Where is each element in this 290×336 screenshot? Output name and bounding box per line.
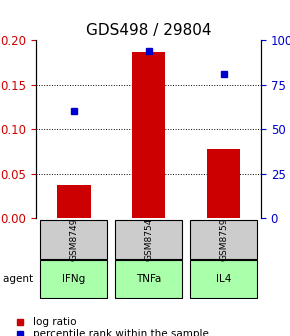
Text: log ratio: log ratio	[33, 317, 76, 327]
Text: TNFa: TNFa	[136, 274, 161, 284]
Text: IFNg: IFNg	[62, 274, 85, 284]
Text: GSM8749: GSM8749	[69, 218, 78, 261]
FancyBboxPatch shape	[40, 220, 107, 259]
Title: GDS498 / 29804: GDS498 / 29804	[86, 23, 211, 38]
Bar	[207, 149, 240, 218]
FancyBboxPatch shape	[40, 260, 107, 298]
FancyBboxPatch shape	[190, 260, 257, 298]
Text: GSM8754: GSM8754	[144, 218, 153, 261]
Text: percentile rank within the sample: percentile rank within the sample	[33, 329, 209, 336]
Bar	[57, 185, 90, 218]
FancyBboxPatch shape	[115, 260, 182, 298]
Text: IL4: IL4	[216, 274, 231, 284]
FancyBboxPatch shape	[190, 220, 257, 259]
Bar	[132, 52, 166, 218]
FancyBboxPatch shape	[115, 220, 182, 259]
Text: GSM8759: GSM8759	[219, 218, 228, 261]
Text: agent: agent	[3, 274, 36, 284]
